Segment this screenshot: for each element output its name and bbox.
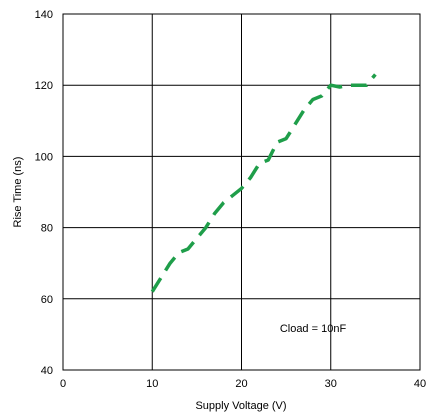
x-tick-label: 10 (146, 378, 158, 390)
x-tick-labels: 0 10 20 30 40 (60, 378, 426, 390)
x-axis-label: Supply Voltage (V) (195, 400, 286, 412)
x-tick-label: 40 (414, 378, 426, 390)
x-tick-label: 30 (325, 378, 337, 390)
y-tick-labels: 40 60 80 100 120 140 (35, 9, 53, 377)
annotation-cload: Cload = 10nF (280, 323, 347, 335)
y-tick-label: 120 (35, 80, 53, 92)
series-layer (150, 73, 377, 293)
series-line-0 (150, 73, 377, 293)
y-tick-label: 140 (35, 9, 53, 21)
y-tick-label: 80 (41, 223, 53, 235)
y-tick-label: 60 (41, 294, 53, 306)
y-tick-label: 100 (35, 151, 53, 163)
y-tick-label: 40 (41, 365, 53, 377)
y-axis-label: Rise Time (ns) (12, 157, 24, 228)
x-tick-label: 20 (235, 378, 247, 390)
x-tick-label: 0 (60, 378, 66, 390)
